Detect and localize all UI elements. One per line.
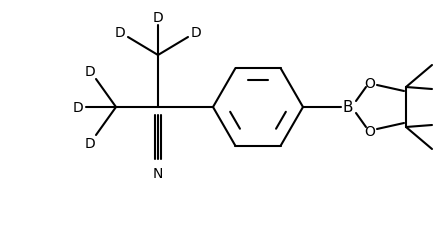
Text: D: D (152, 11, 163, 25)
Text: N: N (153, 166, 163, 180)
Text: D: D (85, 136, 95, 150)
Text: O: O (364, 124, 375, 138)
Text: D: D (191, 26, 201, 40)
Text: D: D (73, 101, 83, 115)
Text: B: B (343, 100, 353, 115)
Text: O: O (364, 77, 375, 91)
Text: D: D (115, 26, 125, 40)
Text: D: D (85, 65, 95, 79)
